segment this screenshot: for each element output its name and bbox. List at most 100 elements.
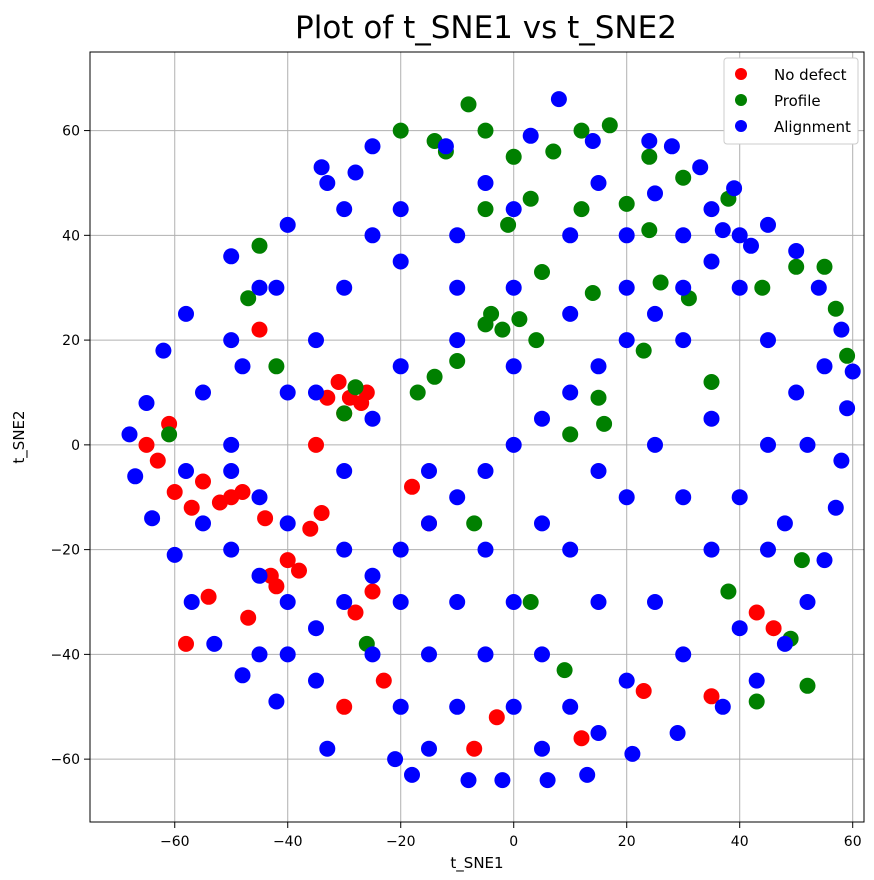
y-tick-label: −20 [50,543,80,559]
point-alignment [336,201,353,218]
point-alignment [522,127,539,144]
y-tick-label: −40 [50,647,80,663]
x-axis-ticks: −60 −40 −20 0 20 40 60 [160,822,862,850]
point-alignment [760,541,776,558]
point-no-defect [308,436,324,453]
point-alignment [364,410,381,427]
x-axis-label: t_SNE1 [450,854,503,873]
point-no-defect [166,484,183,500]
point-alignment [392,201,409,218]
point-profile [652,274,669,291]
point-alignment [703,201,720,218]
point-alignment [494,772,511,789]
point-no-defect [748,604,765,621]
point-alignment [731,620,748,637]
point-alignment [319,175,336,191]
point-alignment [669,725,686,741]
point-alignment [539,772,556,789]
point-alignment [178,305,194,322]
point-alignment [776,635,793,652]
point-alignment [692,159,709,176]
point-profile [505,148,522,165]
point-profile [251,237,268,254]
point-profile [793,552,810,569]
point-alignment [703,253,720,270]
point-no-defect [240,609,257,626]
point-alignment [714,698,731,715]
point-alignment [827,499,844,516]
point-alignment [618,489,635,506]
point-alignment [308,672,324,689]
legend-marker-profile [735,94,747,106]
point-profile [466,515,483,532]
point-alignment [477,541,494,558]
legend-marker-no-defect [735,68,747,80]
point-alignment [437,138,454,155]
point-alignment [449,698,466,715]
point-alignment [618,332,635,349]
point-alignment [675,489,692,506]
point-alignment [364,567,381,584]
point-alignment [477,646,494,663]
point-alignment [166,546,183,563]
point-alignment [279,646,296,663]
point-alignment [505,698,522,715]
point-no-defect [703,688,720,705]
point-alignment [477,463,494,479]
point-alignment [731,279,748,296]
point-profile [788,258,805,275]
legend-label-no-defect: No defect [774,66,847,84]
point-alignment [279,515,296,532]
point-alignment [703,410,720,427]
point-alignment [743,237,759,254]
point-alignment [590,594,607,610]
point-profile [754,279,771,296]
point-profile [601,117,618,134]
point-alignment [641,133,658,149]
point-alignment [562,305,579,322]
point-alignment [703,541,720,558]
point-profile [336,405,353,422]
point-alignment [562,541,579,558]
point-profile [618,195,635,212]
point-no-defect [364,583,381,600]
point-alignment [155,342,172,359]
point-alignment [816,552,833,569]
point-alignment [421,515,437,532]
point-alignment [223,463,240,479]
plot-border [89,51,865,823]
point-profile [477,201,494,218]
point-alignment [647,305,663,322]
point-profile [556,662,573,679]
point-alignment [421,740,437,757]
point-alignment [251,279,268,296]
point-profile [675,169,692,186]
point-no-defect [257,510,274,527]
point-alignment [364,227,381,244]
point-alignment [726,180,743,197]
point-profile [528,332,545,349]
point-no-defect [234,484,251,500]
point-alignment [308,384,324,401]
point-alignment [833,452,850,469]
point-profile [641,148,658,165]
point-alignment [364,646,381,663]
point-alignment [251,646,268,663]
point-alignment [534,740,550,757]
point-no-defect [279,552,296,569]
point-alignment [404,766,420,783]
x-tick-label: 0 [509,834,518,850]
point-no-defect [302,520,319,537]
point-no-defect [200,588,217,605]
point-profile [816,258,833,275]
point-profile [477,122,494,139]
point-alignment [127,468,144,485]
point-alignment [647,436,663,453]
point-alignment [460,772,477,789]
point-profile [596,415,613,432]
point-alignment [534,515,550,532]
point-alignment [579,766,596,783]
point-alignment [392,594,409,610]
point-alignment [788,243,805,259]
point-profile [827,300,844,317]
